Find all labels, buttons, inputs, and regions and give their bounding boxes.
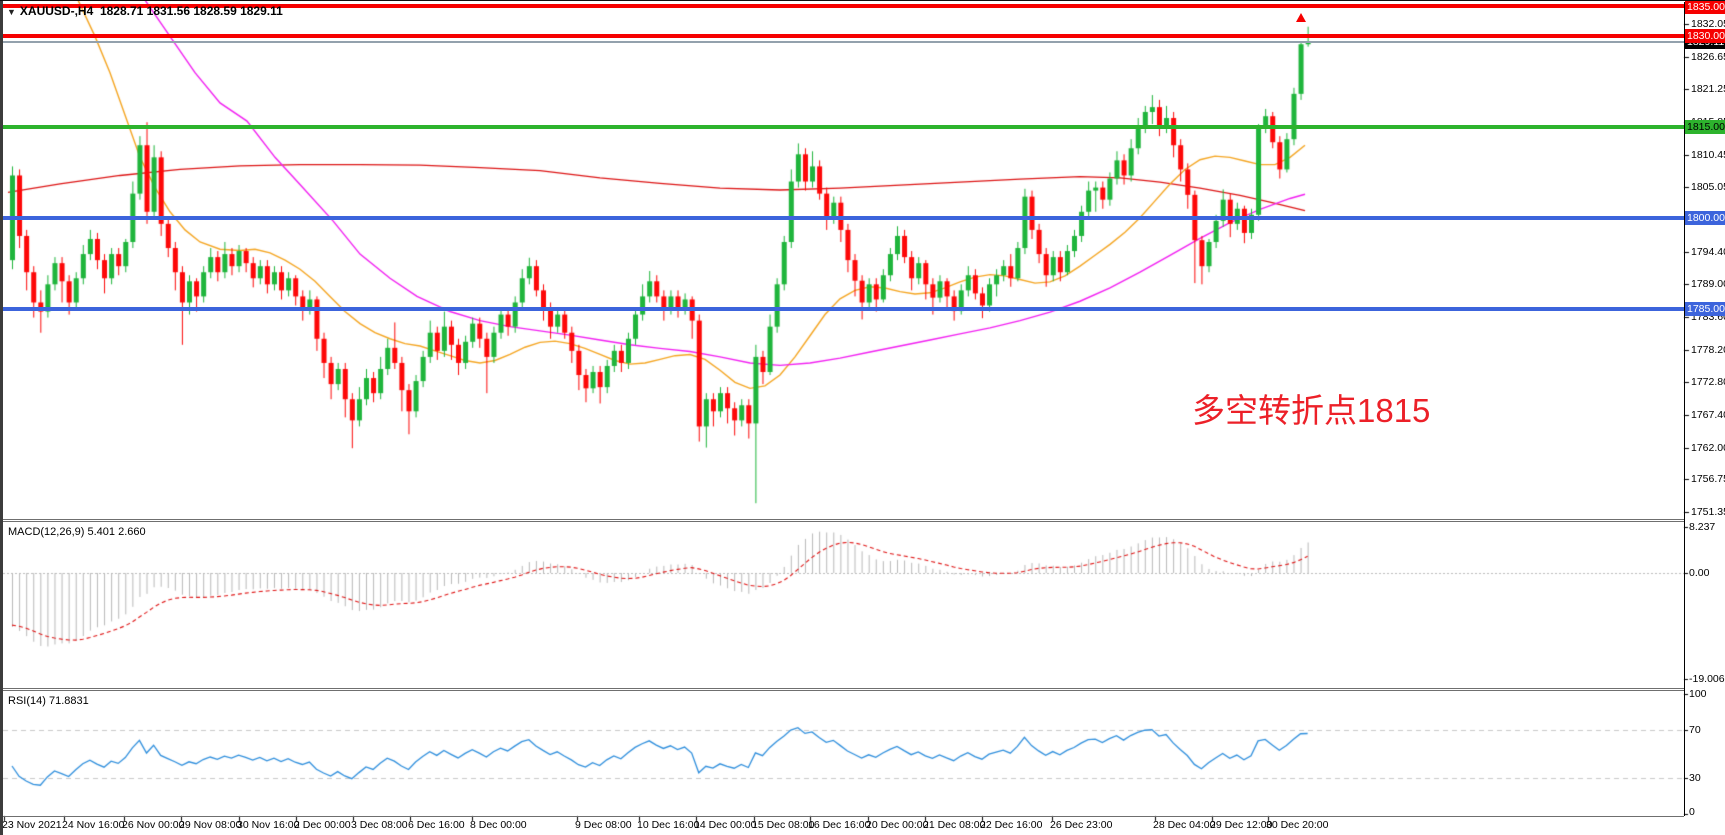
price-tick-1832.05: 1832.05 (1691, 18, 1725, 30)
price-badge-1830.00: 1830.00 (1685, 29, 1725, 43)
time-label: 15 Dec 08:00 (752, 819, 815, 831)
time-label: 8 Dec 00:00 (470, 819, 527, 831)
hline-1815.00[interactable] (0, 125, 1684, 130)
time-label: 6 Dec 16:00 (408, 819, 465, 831)
price-tick-1767.40: 1767.40 (1691, 409, 1725, 421)
price-badge-1815.00: 1815.00 (1685, 120, 1725, 134)
macd-axis--19.006: -19.006 (1689, 673, 1725, 685)
time-label: 20 Dec 00:00 (866, 819, 929, 831)
time-label: 28 Dec 04:00 (1153, 819, 1216, 831)
time-label: 29 Nov 08:00 (179, 819, 242, 831)
rsi-value: 71.8831 (48, 695, 89, 707)
panel-separator-1a[interactable] (0, 519, 1684, 520)
price-tick-1762.00: 1762.00 (1691, 442, 1725, 454)
time-axis-border (0, 816, 1684, 817)
rsi-indicator-label: RSI(14) 71.8831 (8, 695, 89, 707)
time-label: 30 Dec 20:00 (1266, 819, 1329, 831)
hline-1835.00[interactable] (0, 4, 1684, 9)
time-label: 30 Nov 16:00 (237, 819, 300, 831)
time-label: 3 Dec 08:00 (351, 819, 408, 831)
symbol-period-label: XAUUSD-,H4 (19, 4, 94, 18)
price-tick-1826.65: 1826.65 (1691, 51, 1725, 63)
macd-indicator-label: MACD(12,26,9) 5.401 2.660 (8, 526, 146, 538)
rsi-axis-30: 30 (1689, 772, 1701, 784)
time-label: 22 Dec 16:00 (980, 819, 1043, 831)
macd-axis-0.00: 0.00 (1689, 567, 1710, 579)
panel-separator-2a[interactable] (0, 688, 1684, 689)
price-tick-1821.25: 1821.25 (1691, 83, 1725, 95)
time-label: 24 Nov 16:00 (62, 819, 125, 831)
price-tick-1810.45: 1810.45 (1691, 149, 1725, 161)
arrow-up-marker[interactable] (1296, 13, 1306, 22)
collapse-indicator-icon[interactable]: ▼ (7, 7, 16, 17)
chart-title: ▼ XAUUSD-,H4 1828.71 1831.56 1828.59 1829… (7, 4, 283, 18)
price-axis-line (1684, 2, 1685, 816)
text-annotation[interactable]: 多空转折点1815 (1192, 392, 1431, 429)
panel-separator-2b[interactable] (0, 690, 1684, 691)
time-label: 9 Dec 08:00 (575, 819, 632, 831)
time-label: 21 Dec 08:00 (923, 819, 986, 831)
time-label: 2 Dec 00:00 (294, 819, 351, 831)
hline-1800.00[interactable] (0, 215, 1684, 220)
hline-1830.00[interactable] (0, 34, 1684, 39)
rsi-axis-100: 100 (1689, 688, 1707, 700)
price-badge-1800.00: 1800.00 (1685, 211, 1725, 225)
time-label: 26 Dec 23:00 (1050, 819, 1113, 831)
time-label: 26 Nov 00:00 (122, 819, 185, 831)
time-label: 23 Nov 2021 (2, 819, 62, 831)
price-tick-1751.35: 1751.35 (1691, 506, 1725, 518)
ohlc-readout: 1828.71 1831.56 1828.59 1829.11 (99, 4, 283, 18)
time-label: 10 Dec 16:00 (637, 819, 700, 831)
time-label: 29 Dec 12:00 (1210, 819, 1273, 831)
macd-axis-8.237: 8.237 (1689, 521, 1716, 533)
price-tick-1794.40: 1794.40 (1691, 246, 1725, 258)
hline-1785.00[interactable] (0, 306, 1684, 311)
price-tick-1805.05: 1805.05 (1691, 181, 1725, 193)
price-tick-1756.75: 1756.75 (1691, 473, 1725, 485)
rsi-axis-70: 70 (1689, 724, 1701, 736)
price-badge-1785.00: 1785.00 (1685, 302, 1725, 316)
window-left-edge (0, 0, 3, 835)
time-label: 14 Dec 00:00 (694, 819, 757, 831)
rsi-axis-0: 0 (1689, 806, 1695, 818)
price-tick-1789.00: 1789.00 (1691, 278, 1725, 290)
price-badge-1835.00: 1835.00 (1685, 0, 1725, 14)
panel-separator-1b[interactable] (0, 521, 1684, 522)
bid-price-line (0, 40, 1684, 43)
price-tick-1778.20: 1778.20 (1691, 344, 1725, 356)
time-label: 16 Dec 16:00 (808, 819, 871, 831)
price-tick-1772.80: 1772.80 (1691, 376, 1725, 388)
macd-main-value: 5.401 (87, 526, 116, 538)
window-top-edge (0, 0, 1725, 1)
macd-signal-value: 2.660 (118, 526, 146, 538)
